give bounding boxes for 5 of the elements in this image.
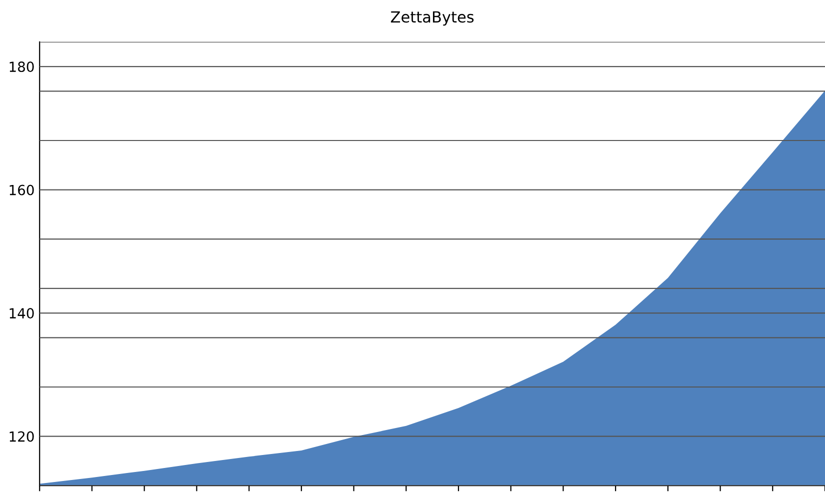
chart-title: ZettaBytes: [390, 11, 474, 26]
y-tick-label: 120: [10, 431, 34, 442]
y-tick-label: 160: [10, 184, 34, 196]
y-tick-label: 140: [10, 308, 34, 319]
y-tick-label: 180: [10, 62, 34, 72]
